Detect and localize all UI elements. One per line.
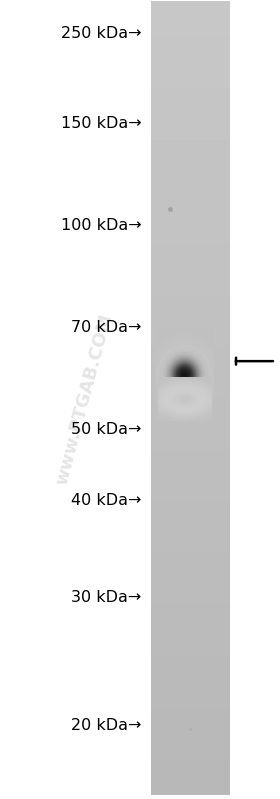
Text: 150 kDa→: 150 kDa→ (61, 117, 141, 131)
Text: 20 kDa→: 20 kDa→ (71, 718, 141, 733)
Text: 100 kDa→: 100 kDa→ (61, 218, 141, 233)
Text: 250 kDa→: 250 kDa→ (61, 26, 141, 41)
Text: 50 kDa→: 50 kDa→ (71, 423, 141, 437)
Text: 40 kDa→: 40 kDa→ (71, 494, 141, 508)
Text: 30 kDa→: 30 kDa→ (71, 590, 141, 605)
Text: 70 kDa→: 70 kDa→ (71, 320, 141, 335)
Text: www.PTGAB.COM: www.PTGAB.COM (52, 312, 116, 487)
